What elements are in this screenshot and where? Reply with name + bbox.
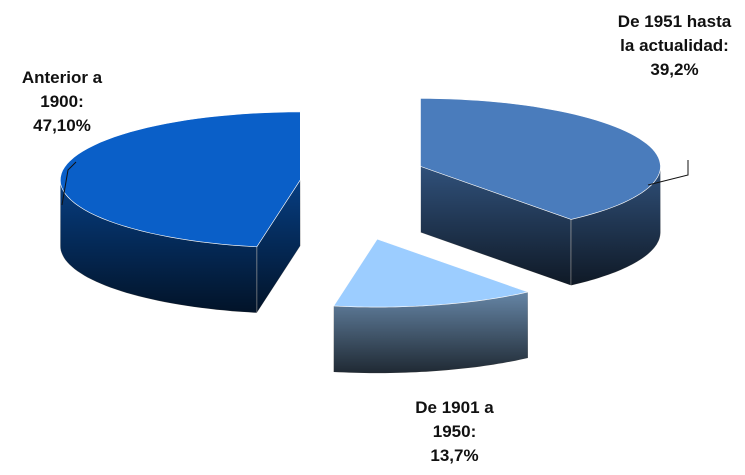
category-label: De 1951 hasta la actualidad: — [617, 12, 732, 55]
data-label: De 1901 a 1950: 13,7% — [402, 396, 507, 468]
slice-shade — [256, 179, 301, 313]
data-label: De 1951 hasta la actualidad: 39,2% — [612, 10, 737, 82]
slice-shade — [60, 179, 257, 313]
slice — [59, 111, 301, 248]
value-label: 39,2% — [650, 60, 699, 79]
leader-line — [61, 161, 77, 206]
value-label: 47,10% — [33, 116, 91, 135]
slice-shade — [333, 292, 528, 374]
slice-shade — [571, 166, 661, 286]
category-label: Anterior a 1900: — [21, 68, 103, 111]
leader-line — [647, 160, 689, 186]
data-label: Anterior a 1900: 47,10% — [2, 66, 122, 138]
value-label: 13,7% — [430, 446, 479, 465]
slice-shade — [420, 166, 572, 286]
slice — [420, 98, 661, 220]
slice — [333, 238, 529, 308]
category-label: De 1901 a 1950: — [415, 398, 494, 441]
